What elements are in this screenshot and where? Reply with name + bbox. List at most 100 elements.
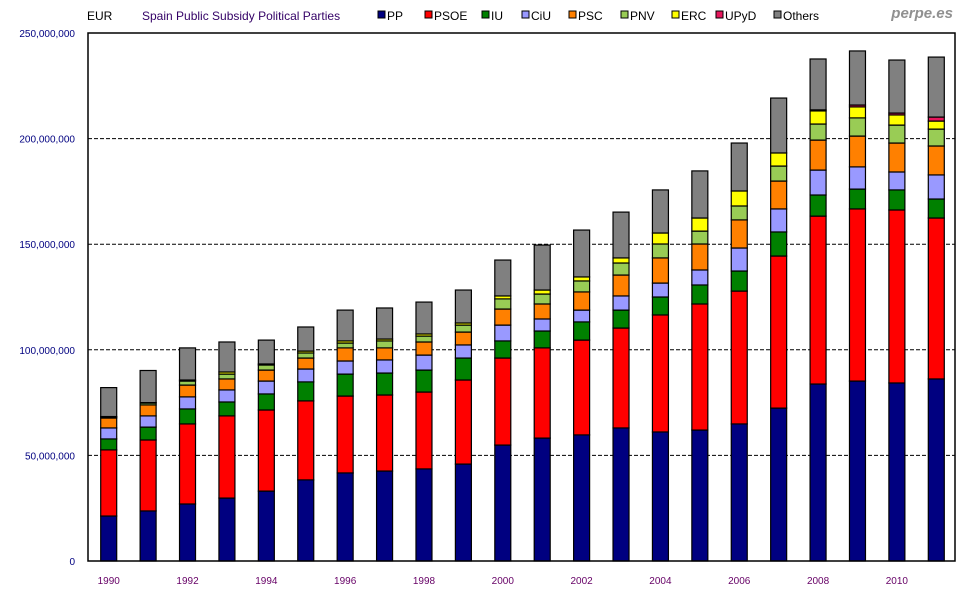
bar-segment-pnv-2000 <box>494 298 512 310</box>
bar-segment-psoe-1993 <box>218 415 236 499</box>
chart-title: Spain Public Subsidy Political Parties <box>142 9 340 23</box>
bar-stack-1995 <box>297 326 315 562</box>
bar-stack-2009 <box>848 50 867 562</box>
bar-segment-psc-2004 <box>651 257 670 284</box>
legend-label: PNV <box>630 9 655 23</box>
legend-item-pp: PP <box>377 9 403 23</box>
legend-swatch <box>773 10 782 19</box>
bar-stack-1997 <box>375 307 394 562</box>
y-axis-ticks: 0 50,000,000 100,000,000 150,000,000 200,000… <box>19 29 75 568</box>
bar-stack-2006 <box>730 142 748 562</box>
bar-segment-iu-1992 <box>178 408 197 425</box>
bar-segment-others-2002 <box>573 229 591 278</box>
y-tick-label: 200,000,000 <box>19 135 75 146</box>
x-tick-label: 2000 <box>492 576 515 587</box>
bar-segment-ciu-2010 <box>888 171 906 191</box>
bar-segment-psoe-2008 <box>809 215 827 385</box>
bar-segment-iu-2011 <box>927 198 945 219</box>
bar-segment-pnv-1999 <box>454 324 472 333</box>
x-tick-label: 1994 <box>255 576 278 587</box>
bar-segment-psoe-1998 <box>415 391 433 470</box>
bar-segment-pp-1997 <box>375 470 394 562</box>
x-tick-label: 2010 <box>886 576 909 587</box>
bar-stack-1993 <box>218 341 236 562</box>
legend-item-iu: IU <box>481 9 503 23</box>
bar-segment-psoe-2010 <box>888 209 906 384</box>
bar-segment-upyd-2011 <box>927 116 945 122</box>
bar-segment-pnv-2002 <box>573 280 591 293</box>
bar-segment-erc-2008 <box>809 110 827 125</box>
bar-segment-others-2008 <box>809 58 827 111</box>
legend-label: CiU <box>531 9 551 23</box>
x-tick-label: 1992 <box>176 576 199 587</box>
bar-segment-others-2000 <box>494 259 512 297</box>
bar-segment-iu-1993 <box>218 401 236 417</box>
bar-segment-psc-1994 <box>257 369 275 382</box>
bar-segment-ciu-2000 <box>494 324 512 342</box>
bar-segment-pp-1994 <box>257 490 275 562</box>
y-tick-label: 100,000,000 <box>19 346 75 357</box>
bar-segment-others-1992 <box>178 347 197 381</box>
bar-stack-2010 <box>888 59 906 562</box>
bar-segment-ciu-1995 <box>297 368 315 383</box>
bar-segment-others-2011 <box>927 56 945 118</box>
bar-segment-ciu-1998 <box>415 354 433 371</box>
bar-segment-psoe-2007 <box>770 255 788 409</box>
bar-segment-others-2010 <box>888 59 906 114</box>
bar-segment-psoe-1995 <box>297 400 315 481</box>
legend-item-psc: PSC <box>568 9 603 23</box>
bar-segment-psoe-2004 <box>651 314 670 433</box>
legend-item-ciu: CiU <box>521 9 551 23</box>
bar-segment-psoe-1994 <box>257 409 275 492</box>
x-axis-ticks: 1990 1992 1994 1996 1998 2000 2002 2004 2006 2008… <box>98 576 909 587</box>
bar-segment-pp-1993 <box>218 497 236 562</box>
bar-segment-pp-1998 <box>415 468 433 562</box>
bar-segment-ciu-1997 <box>375 359 394 374</box>
bar-stack-2004 <box>651 189 670 562</box>
bar-segment-ciu-1996 <box>336 360 354 375</box>
y-tick-label: 50,000,000 <box>25 451 75 462</box>
bar-segment-pp-2004 <box>651 431 670 562</box>
bar-segment-iu-2006 <box>730 270 748 292</box>
bar-segment-ciu-1999 <box>454 344 472 359</box>
legend-swatch <box>481 10 490 19</box>
y-axis-unit-label: EUR <box>87 9 113 23</box>
bar-stack-1990 <box>100 387 118 562</box>
bar-segment-psoe-1991 <box>139 439 157 512</box>
bar-segment-pp-1991 <box>139 510 157 562</box>
bar-segment-others-2001 <box>533 244 551 291</box>
bar-segment-ciu-1990 <box>100 427 118 440</box>
bar-segment-erc-2010 <box>888 114 906 126</box>
bar-segment-erc-2002 <box>573 276 591 282</box>
bar-segment-iu-2008 <box>809 194 827 217</box>
bar-segment-others-1998 <box>415 301 433 335</box>
bar-segment-psc-1993 <box>218 378 236 391</box>
bar-stack-2005 <box>691 170 709 562</box>
bar-segment-pnv-1997 <box>375 340 394 349</box>
bar-segment-psoe-2011 <box>927 217 945 380</box>
bar-segment-others-2003 <box>612 211 630 259</box>
bar-segment-others-1993 <box>218 341 236 373</box>
bar-segment-ciu-2007 <box>770 208 788 233</box>
bar-segment-ciu-1992 <box>178 396 197 410</box>
bar-segment-pp-1999 <box>454 463 472 562</box>
bar-segment-pnv-2009 <box>848 117 867 137</box>
bar-segment-pp-2000 <box>494 444 512 562</box>
bar-segment-psoe-2006 <box>730 290 748 425</box>
legend-label: IU <box>491 9 503 23</box>
bar-segment-iu-2001 <box>533 330 551 349</box>
bar-segment-iu-1998 <box>415 369 433 393</box>
bar-segment-psoe-2002 <box>573 339 591 436</box>
bar-segment-pp-2006 <box>730 423 748 562</box>
bar-segment-psc-2003 <box>612 274 630 297</box>
legend-swatch <box>377 10 386 19</box>
bar-segment-pnv-1995 <box>297 352 315 359</box>
legend-label: PP <box>387 9 403 23</box>
bar-segment-psc-1992 <box>178 384 197 398</box>
bar-stack-2000 <box>494 259 512 562</box>
bar-segment-ciu-1991 <box>139 415 157 428</box>
bar-segment-psc-1990 <box>100 417 118 429</box>
legend-label: ERC <box>681 9 707 23</box>
legend-swatch <box>521 10 530 19</box>
